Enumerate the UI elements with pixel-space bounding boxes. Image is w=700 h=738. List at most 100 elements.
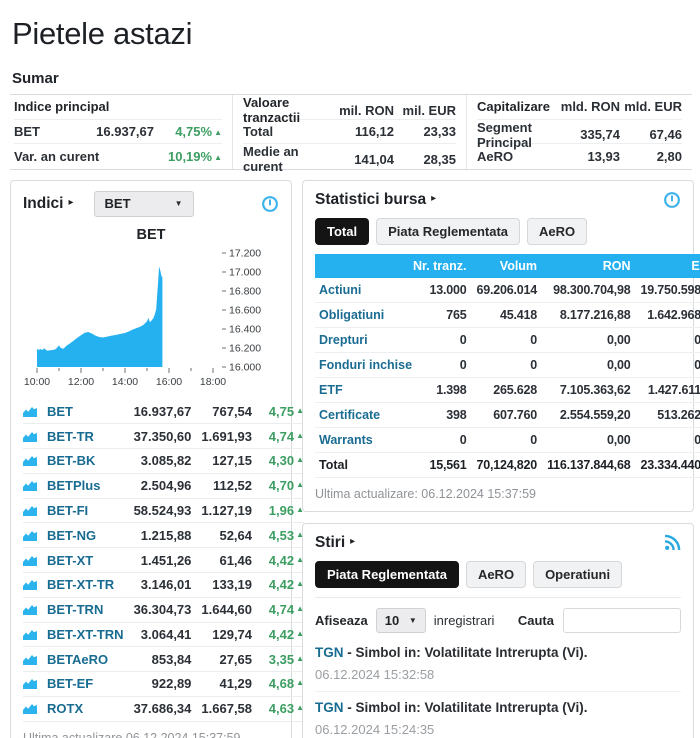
mini-chart-icon[interactable] xyxy=(23,548,43,573)
stats-ron: 0,00 xyxy=(537,353,631,378)
mini-chart-icon[interactable] xyxy=(23,697,43,722)
index-change: 27,65 xyxy=(191,647,253,673)
index-link[interactable]: BET-XT-TR xyxy=(43,573,124,598)
summary-cap-header: Capitalizare xyxy=(477,99,550,115)
stats-row-label[interactable]: Warrants xyxy=(315,428,403,453)
mini-chart-icon[interactable] xyxy=(23,623,43,648)
up-arrow-icon: ▲ xyxy=(296,455,305,465)
news-tab-operatiuni[interactable]: Operatiuni xyxy=(533,560,623,588)
summary-segment-ron: 335,74 xyxy=(580,127,620,142)
index-link[interactable]: BET-BK xyxy=(43,449,124,474)
index-pct: 4,70 ▲ xyxy=(252,474,305,499)
stats-col-header: RON xyxy=(537,253,631,278)
news-symbol[interactable]: TGN xyxy=(315,644,344,660)
stats-eur: 1.427.611,18 xyxy=(630,378,700,403)
stats-volum: 70,124,820 xyxy=(466,453,537,478)
summary-value-header: Valoare tranzactii xyxy=(243,95,301,125)
stats-tab-aero[interactable]: AeRO xyxy=(527,217,588,245)
mini-chart-icon[interactable] xyxy=(23,573,43,598)
svg-text:17.200: 17.200 xyxy=(229,247,261,259)
rss-icon[interactable] xyxy=(664,534,681,551)
mini-chart-icon[interactable] xyxy=(23,474,43,499)
stats-row-label[interactable]: Drepturi xyxy=(315,328,403,353)
up-arrow-icon: ▲ xyxy=(296,505,305,515)
mini-chart-icon[interactable] xyxy=(23,400,43,425)
index-value: 58.524,93 xyxy=(123,499,192,524)
summary-cap-col2: mld. EUR xyxy=(624,99,682,115)
stats-row-label[interactable]: Certificate xyxy=(315,403,403,428)
news-panel-title[interactable]: Stiri xyxy=(315,533,346,551)
news-tab-piata-reglementata[interactable]: Piata Reglementata xyxy=(315,560,459,588)
up-arrow-icon: ▲ xyxy=(296,703,305,713)
news-tab-aero[interactable]: AeRO xyxy=(465,560,527,588)
index-value: 922,89 xyxy=(123,672,192,697)
index-value: 3.085,82 xyxy=(123,449,192,474)
indices-panel-title[interactable]: Indici xyxy=(23,194,64,212)
mini-chart-icon[interactable] xyxy=(23,523,43,549)
stats-row-label[interactable]: ETF xyxy=(315,378,403,403)
index-value: 37.350,60 xyxy=(123,424,192,450)
mini-chart-icon[interactable] xyxy=(23,598,43,623)
index-link[interactable]: BETAeRO xyxy=(43,647,124,673)
up-arrow-icon: ▲ xyxy=(296,604,305,614)
news-item[interactable]: TGN - Simbol in: Volatilitate Intrerupta… xyxy=(315,637,681,692)
index-link[interactable]: BET-XT xyxy=(43,548,124,573)
up-arrow-icon: ▲ xyxy=(296,653,305,663)
index-value: 16.937,67 xyxy=(123,400,192,425)
mini-chart-icon[interactable] xyxy=(23,449,43,474)
index-link[interactable]: BET xyxy=(43,400,124,425)
index-pct: 1,96 ▲ xyxy=(252,499,305,524)
index-pct: 4,75 ▲ xyxy=(252,400,305,425)
mini-chart-icon[interactable] xyxy=(23,647,43,673)
stats-col-header: Volum xyxy=(466,253,538,278)
stats-eur: 0,00 xyxy=(630,428,700,453)
stats-row-label[interactable]: Actiuni xyxy=(315,278,403,303)
index-value: 37.686,34 xyxy=(123,697,192,722)
index-change: 1.691,93 xyxy=(191,424,253,450)
index-link[interactable]: BET-XT-TRN xyxy=(43,623,124,648)
news-symbol[interactable]: TGN xyxy=(315,699,344,715)
show-label: Afiseaza xyxy=(315,612,368,628)
index-change: 52,64 xyxy=(191,523,253,549)
index-pct: 4,42 ▲ xyxy=(252,548,305,573)
news-item[interactable]: TGN - Simbol in: Volatilitate Intrerupta… xyxy=(315,692,681,738)
index-change: 1.667,58 xyxy=(191,697,253,722)
index-link[interactable]: BETPlus xyxy=(43,474,124,499)
index-link[interactable]: BET-TR xyxy=(43,424,124,450)
indices-dropdown-value: BET xyxy=(104,196,131,211)
clock-icon xyxy=(664,191,680,208)
index-pct: 3,35 ▲ xyxy=(252,647,305,673)
index-link[interactable]: ROTX xyxy=(43,697,124,722)
svg-text:16.200: 16.200 xyxy=(229,342,261,354)
svg-text:16.600: 16.600 xyxy=(229,304,261,316)
index-link[interactable]: BET-FI xyxy=(43,499,124,524)
index-link[interactable]: BET-TRN xyxy=(43,598,124,623)
stats-col-header: Nr. tranz. xyxy=(403,253,467,278)
mini-chart-icon[interactable] xyxy=(23,424,43,450)
stats-ron: 7.105.363,62 xyxy=(537,378,631,403)
stats-tab-total[interactable]: Total xyxy=(315,217,370,245)
search-label: Cauta xyxy=(517,612,554,628)
news-search-input[interactable] xyxy=(563,607,681,633)
stats-row-label[interactable]: Fonduri inchise xyxy=(315,353,412,378)
svg-text:16.800: 16.800 xyxy=(229,285,261,297)
index-value: 1.215,88 xyxy=(123,523,192,549)
summary-var-pct: 10,19% ▲ xyxy=(167,148,222,164)
summary-value-col2: mil. EUR xyxy=(402,102,456,118)
news-panel: Stiri ▸ Piata Reglementata AeRO Operatiuni… xyxy=(302,522,694,738)
stats-ron: 2.554.559,20 xyxy=(537,403,631,428)
summary-medie-eur: 28,35 xyxy=(423,151,456,167)
up-arrow-icon: ▲ xyxy=(296,554,305,564)
stats-tab-piata-reglementata[interactable]: Piata Reglementata xyxy=(376,217,521,245)
page-size-dropdown[interactable]: 10 ▼ xyxy=(375,607,426,633)
mini-chart-icon[interactable] xyxy=(23,499,43,524)
index-link[interactable]: BET-NG xyxy=(43,523,124,549)
stats-row-label[interactable]: Obligatiuni xyxy=(315,303,403,328)
stats-ron: 0,00 xyxy=(537,328,631,353)
summary-total-label: Total xyxy=(243,123,274,139)
mini-chart-icon[interactable] xyxy=(23,672,43,697)
index-link[interactable]: BET-EF xyxy=(43,672,124,697)
indices-dropdown[interactable]: BET ▼ xyxy=(93,190,194,217)
stats-panel-title[interactable]: Statistici bursa xyxy=(315,190,427,208)
stats-eur: 19.750.598,74 xyxy=(630,278,700,303)
